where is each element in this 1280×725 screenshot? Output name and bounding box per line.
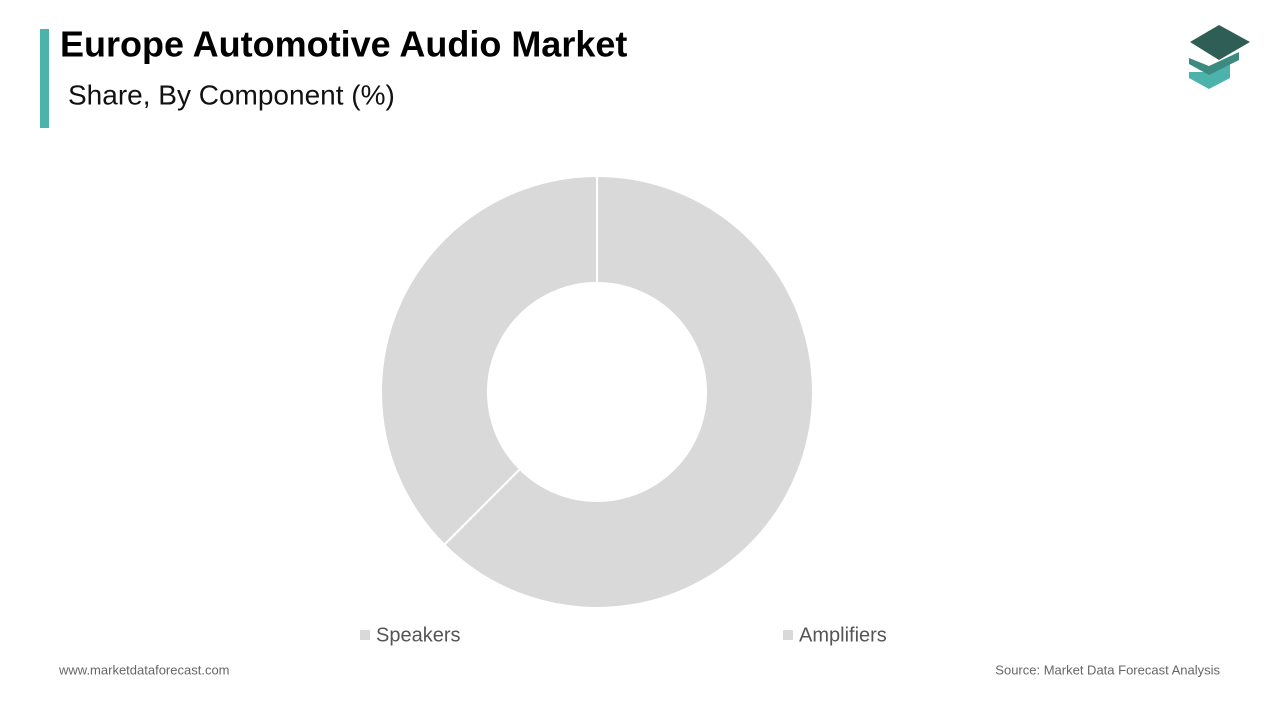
slice (442, 174, 814, 609)
source: Source: Market Data Forecast Analysis (995, 662, 1220, 677)
legend-label: Amplifiers (799, 624, 887, 646)
chart-title: Europe Automotive Audio Market (60, 24, 627, 65)
logo (1189, 25, 1250, 89)
legend-swatch (360, 630, 370, 640)
slice (380, 174, 598, 547)
legend-label: Speakers (376, 624, 461, 646)
chart-subtitle: Share, By Component (%) (68, 79, 395, 110)
title-accent (40, 29, 49, 128)
legend-swatch (783, 630, 793, 640)
website: www.marketdataforecast.com (58, 662, 230, 677)
